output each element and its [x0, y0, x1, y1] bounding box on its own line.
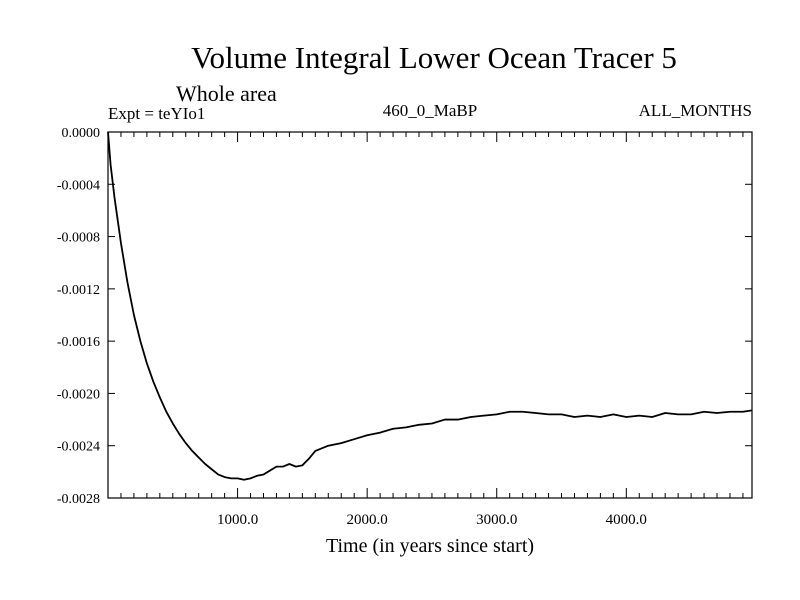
experiment-label: Expt = teYIo1 — [108, 104, 205, 123]
plot-frame — [107, 131, 753, 499]
x-tick-label: 2000.0 — [347, 512, 388, 528]
data-series-line — [107, 131, 753, 481]
y-tick-label: -0.0024 — [57, 440, 100, 455]
y-tick-label: -0.0012 — [57, 283, 100, 298]
chart-title: Volume Integral Lower Ocean Tracer 5 — [191, 40, 677, 75]
x-axis: 1000.0 2000.0 3000.0 4000.0 — [120, 132, 744, 528]
x-axis-label: Time (in years since start) — [326, 535, 534, 557]
y-tick-label: -0.0028 — [57, 492, 100, 507]
chart-subtitle: Whole area — [176, 81, 277, 106]
y-axis: 0.0000 -0.0004 -0.0008 -0.0012 -0.0016 -0.002… — [57, 126, 752, 507]
months-label: ALL_MONTHS — [639, 101, 752, 120]
y-tick-label: -0.0004 — [57, 178, 100, 193]
y-tick-label: -0.0020 — [57, 387, 100, 402]
x-tick-label: 1000.0 — [217, 512, 258, 528]
x-tick-label: 4000.0 — [606, 512, 647, 528]
y-tick-label: 0.0000 — [62, 126, 101, 141]
period-label: 460_0_MaBP — [383, 101, 477, 120]
y-tick-label: -0.0008 — [57, 231, 100, 246]
y-tick-label: -0.0016 — [57, 335, 100, 350]
x-tick-label: 3000.0 — [476, 512, 517, 528]
